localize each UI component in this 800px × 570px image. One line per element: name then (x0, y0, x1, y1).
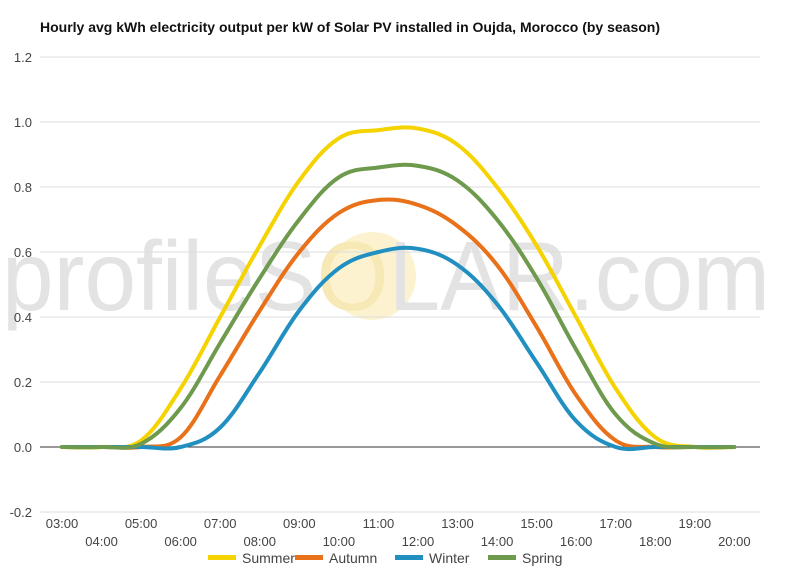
chart-title: Hourly avg kWh electricity output per kW… (40, 19, 660, 35)
legend-label-spring: Spring (522, 550, 562, 566)
legend-swatch-spring (488, 555, 516, 560)
y-tick-label: 0.2 (14, 375, 32, 390)
legend-label-summer: Summer (242, 550, 295, 566)
series-line-autumn (60, 197, 737, 450)
x-tick-label: 14:00 (481, 534, 514, 549)
x-tick-label: 08:00 (243, 534, 276, 549)
watermark-text: profileSOLAR.com (2, 221, 770, 331)
x-tick-label: 20:00 (718, 534, 751, 549)
y-axis: -0.2 0.0 0.2 0.4 0.6 0.8 1.0 1.2 (10, 50, 32, 520)
legend-label-autumn: Autumn (329, 550, 377, 566)
x-tick-label: 18:00 (639, 534, 672, 549)
legend-swatch-summer (208, 555, 236, 560)
series-line-summer (60, 125, 737, 450)
y-tick-label: 0.0 (14, 440, 32, 455)
x-tick-label: 13:00 (441, 516, 474, 531)
x-tick-label: 12:00 (402, 534, 435, 549)
legend: Summer Autumn Winter Spring (208, 550, 562, 566)
x-tick-label: 16:00 (560, 534, 593, 549)
x-tick-label: 07:00 (204, 516, 237, 531)
series-line-spring (60, 162, 737, 450)
y-tick-label: -0.2 (10, 505, 32, 520)
x-axis: 03:00 04:00 05:00 06:00 07:00 08:00 09:00 10:00… (46, 516, 751, 549)
y-tick-label: 0.4 (14, 310, 32, 325)
x-tick-label: 11:00 (363, 516, 395, 531)
x-tick-label: 06:00 (164, 534, 197, 549)
watermark: profileSOLAR.com (2, 221, 770, 331)
legend-swatch-winter (395, 555, 423, 560)
x-tick-label: 10:00 (323, 534, 356, 549)
legend-swatch-autumn (295, 555, 323, 560)
x-tick-label: 15:00 (520, 516, 553, 531)
y-tick-label: 0.6 (14, 245, 32, 260)
y-tick-label: 0.8 (14, 180, 32, 195)
x-tick-label: 09:00 (283, 516, 316, 531)
x-tick-label: 05:00 (125, 516, 158, 531)
watermark-sun (328, 232, 416, 320)
x-tick-label: 04:00 (85, 534, 118, 549)
y-tick-label: 1.2 (14, 50, 32, 65)
watermark-part-1: profile (2, 221, 255, 331)
watermark-part-4: LAR.com (389, 221, 770, 331)
series-group (60, 125, 737, 452)
x-tick-label: 03:00 (46, 516, 79, 531)
x-tick-label: 19:00 (679, 516, 712, 531)
series-line-winter (60, 245, 737, 452)
x-tick-label: 17:00 (599, 516, 632, 531)
y-tick-label: 1.0 (14, 115, 32, 130)
legend-label-winter: Winter (429, 550, 470, 566)
